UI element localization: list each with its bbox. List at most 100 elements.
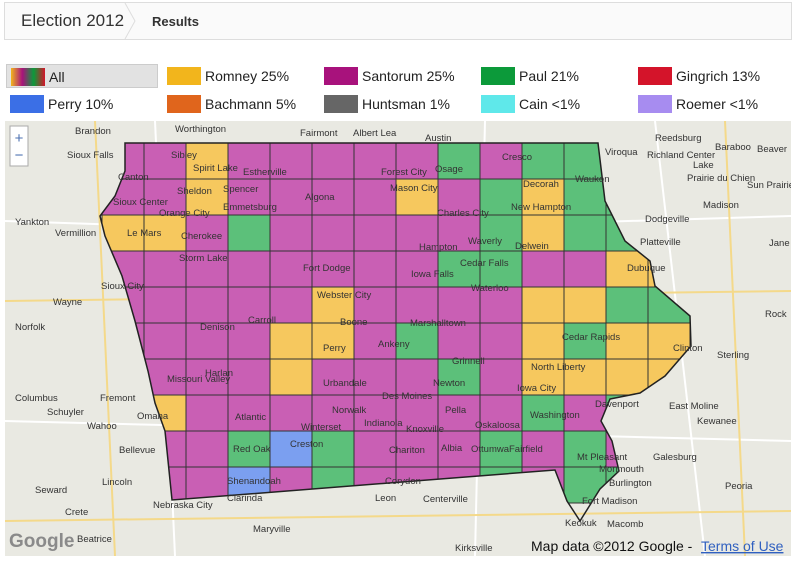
place-label: Brandon [75, 126, 111, 137]
county [479, 394, 523, 432]
county [311, 358, 355, 396]
place-label: Orange City [159, 208, 210, 219]
place-label: Dubuque [627, 263, 666, 274]
county [437, 322, 481, 360]
place-label: Ottumwa [471, 444, 510, 455]
place-labels: Brandon Worthington Fairmont Albert Lea Aust… [15, 124, 791, 556]
place-label: Albert Lea [353, 128, 397, 139]
county [227, 250, 271, 288]
county [437, 214, 481, 252]
place-label: Burlington [609, 478, 652, 489]
place-label: Viroqua [605, 147, 638, 158]
county [521, 178, 565, 216]
zoom-out[interactable]: − [15, 147, 24, 164]
legend-item[interactable]: Bachmann 5% [163, 92, 315, 116]
place-label: Leon [375, 493, 396, 504]
county [269, 358, 313, 396]
zoom-in[interactable]: + [15, 130, 24, 147]
place-label: Bellevue [119, 445, 155, 456]
county [395, 358, 439, 396]
county [479, 430, 523, 468]
county [269, 143, 313, 180]
legend-swatch [167, 95, 201, 113]
county [185, 250, 229, 288]
app-title: Election 2012 [21, 11, 125, 30]
place-label: Mason City [390, 183, 438, 194]
google-logo: Google [9, 531, 74, 552]
place-label: Canton [118, 172, 149, 183]
place-label: Vermillion [55, 228, 96, 239]
county [479, 358, 523, 396]
place-label: Marshalltown [410, 318, 466, 329]
place-label: Yankton [15, 217, 49, 228]
county [479, 322, 523, 360]
place-label: Storm Lake [179, 253, 228, 264]
place-label: Jane [769, 238, 790, 249]
place-label: Monmouth [599, 464, 644, 475]
county [647, 322, 691, 360]
county [395, 322, 439, 360]
county [395, 430, 439, 468]
county [143, 143, 187, 180]
map[interactable]: Brandon Worthington Fairmont Albert Lea Aust… [5, 121, 791, 556]
breadcrumb[interactable]: Results [152, 14, 199, 29]
legend-swatch [481, 95, 515, 113]
place-label: Carroll [248, 315, 276, 326]
county [143, 214, 187, 252]
zoom-control[interactable]: + − [9, 125, 29, 167]
place-label: Sioux Center [113, 197, 168, 208]
legend-item[interactable]: All [6, 64, 158, 88]
place-label: Harlan [205, 368, 233, 379]
county [437, 394, 481, 432]
place-label: Urbandale [323, 378, 367, 389]
county [605, 250, 649, 288]
legend-item[interactable]: Perry 10% [6, 92, 158, 116]
place-label: Emmetsburg [223, 202, 277, 213]
place-label: Nebraska City [153, 500, 213, 511]
county [143, 178, 187, 216]
county [227, 214, 271, 252]
legend-item[interactable]: Santorum 25% [320, 64, 472, 88]
legend-label: Perry 10% [48, 96, 114, 112]
place-label: Cherokee [181, 231, 222, 242]
county [437, 250, 481, 288]
place-label: Fairfield [509, 444, 543, 455]
place-label: Missouri Valley [167, 374, 230, 385]
place-label: Delwein [515, 241, 549, 252]
place-label: Baraboo [715, 142, 751, 153]
place-label: North Liberty [531, 362, 586, 373]
terms-link[interactable]: Terms of Use [701, 538, 784, 554]
place-label: Estherville [243, 167, 287, 178]
legend: All Romney 25% Santorum 25% Paul 21% Gingric… [6, 64, 790, 120]
place-label: Cresco [502, 152, 532, 163]
legend-item[interactable]: Cain <1% [477, 92, 629, 116]
place-label: Rock [765, 309, 787, 320]
place-label: Hampton [419, 242, 458, 253]
legend-item[interactable]: Gingrich 13% [634, 64, 786, 88]
place-label: Denison [200, 322, 235, 333]
legend-swatch [638, 95, 672, 113]
place-label: Kirksville [455, 543, 492, 554]
place-label: Forest City [381, 167, 427, 178]
county [311, 250, 355, 288]
county [269, 214, 313, 252]
legend-label: Cain <1% [519, 96, 581, 112]
state-border [99, 142, 692, 523]
place-label: Sioux City [101, 281, 144, 292]
county [353, 143, 397, 180]
place-label: Decorah [523, 179, 559, 190]
county [353, 286, 397, 324]
legend-label: Roemer <1% [676, 96, 759, 112]
place-label: Algona [305, 192, 335, 203]
legend-item[interactable]: Huntsman 1% [320, 92, 472, 116]
place-label: Sioux Falls [67, 150, 114, 161]
legend-item[interactable]: Roemer <1% [634, 92, 786, 116]
place-label: Boone [340, 317, 367, 328]
legend-swatch [324, 67, 358, 85]
county [395, 394, 439, 432]
legend-item[interactable]: Romney 25% [163, 64, 315, 88]
legend-item[interactable]: Paul 21% [477, 64, 629, 88]
county [227, 178, 271, 216]
place-label: Corydon [385, 476, 421, 487]
place-label: Mt Pleasant [577, 452, 628, 463]
